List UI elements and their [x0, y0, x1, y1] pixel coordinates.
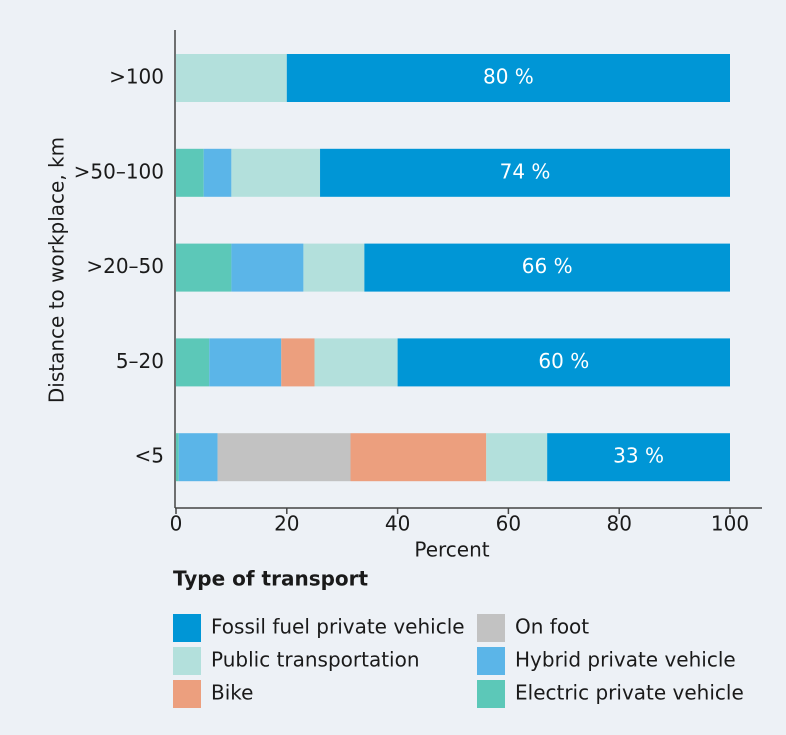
legend-label: Fossil fuel private vehicle — [211, 615, 465, 639]
bar-segment — [176, 148, 204, 197]
legend-swatch — [477, 614, 505, 642]
legend-label: Public transportation — [211, 648, 420, 672]
legend-label: Bike — [211, 681, 253, 705]
x-tick-label: 20 — [274, 512, 299, 536]
bar-segment — [286, 54, 730, 102]
legend-swatch — [173, 647, 201, 675]
x-tick-label: 100 — [711, 512, 749, 536]
bar-segment — [176, 433, 179, 482]
y-tick-label: >100 — [109, 65, 164, 89]
value-label: 74 % — [500, 159, 551, 183]
bar-segment — [486, 433, 548, 482]
bar-segment — [547, 433, 730, 482]
legend-label: On foot — [515, 615, 589, 639]
x-axis-label: Percent — [414, 538, 489, 562]
value-label: 66 % — [522, 254, 573, 278]
bar-segment — [231, 148, 321, 197]
bar-segment — [350, 433, 487, 482]
x-tick-label: 80 — [606, 512, 631, 536]
x-tick-label: 60 — [496, 512, 521, 536]
value-label: 60 % — [538, 349, 589, 373]
bar-segment — [176, 54, 287, 102]
legend-swatch — [173, 680, 201, 708]
y-tick-label: 5–20 — [116, 349, 164, 373]
bar-segment — [176, 338, 210, 387]
bar-segment — [209, 338, 282, 387]
bar-segment — [314, 338, 398, 387]
y-tick-label: >20–50 — [86, 254, 164, 278]
bar-segment — [203, 148, 232, 197]
legend-swatch — [173, 614, 201, 642]
value-label: 80 % — [483, 65, 534, 89]
x-tick-label: 40 — [385, 512, 410, 536]
legend-label: Hybrid private vehicle — [515, 648, 736, 672]
bar-segment — [303, 243, 365, 292]
legend-swatch — [477, 680, 505, 708]
legend-title: Type of transport — [173, 567, 369, 591]
bar-segment — [364, 243, 730, 292]
bar-segment — [178, 433, 218, 482]
bar-segment — [176, 243, 232, 292]
bar-segment — [217, 433, 351, 482]
legend-label: Electric private vehicle — [515, 681, 744, 705]
y-tick-label: <5 — [135, 444, 164, 468]
bar-segment — [397, 338, 730, 387]
bar-segment — [320, 148, 730, 197]
x-tick-label: 0 — [170, 512, 183, 536]
legend-swatch — [477, 647, 505, 675]
y-tick-label: >50–100 — [74, 159, 164, 183]
bar-segment — [281, 338, 315, 387]
y-axis-label: Distance to workplace, km — [45, 137, 69, 403]
value-label: 33 % — [613, 444, 664, 468]
bar-segment — [231, 243, 304, 292]
